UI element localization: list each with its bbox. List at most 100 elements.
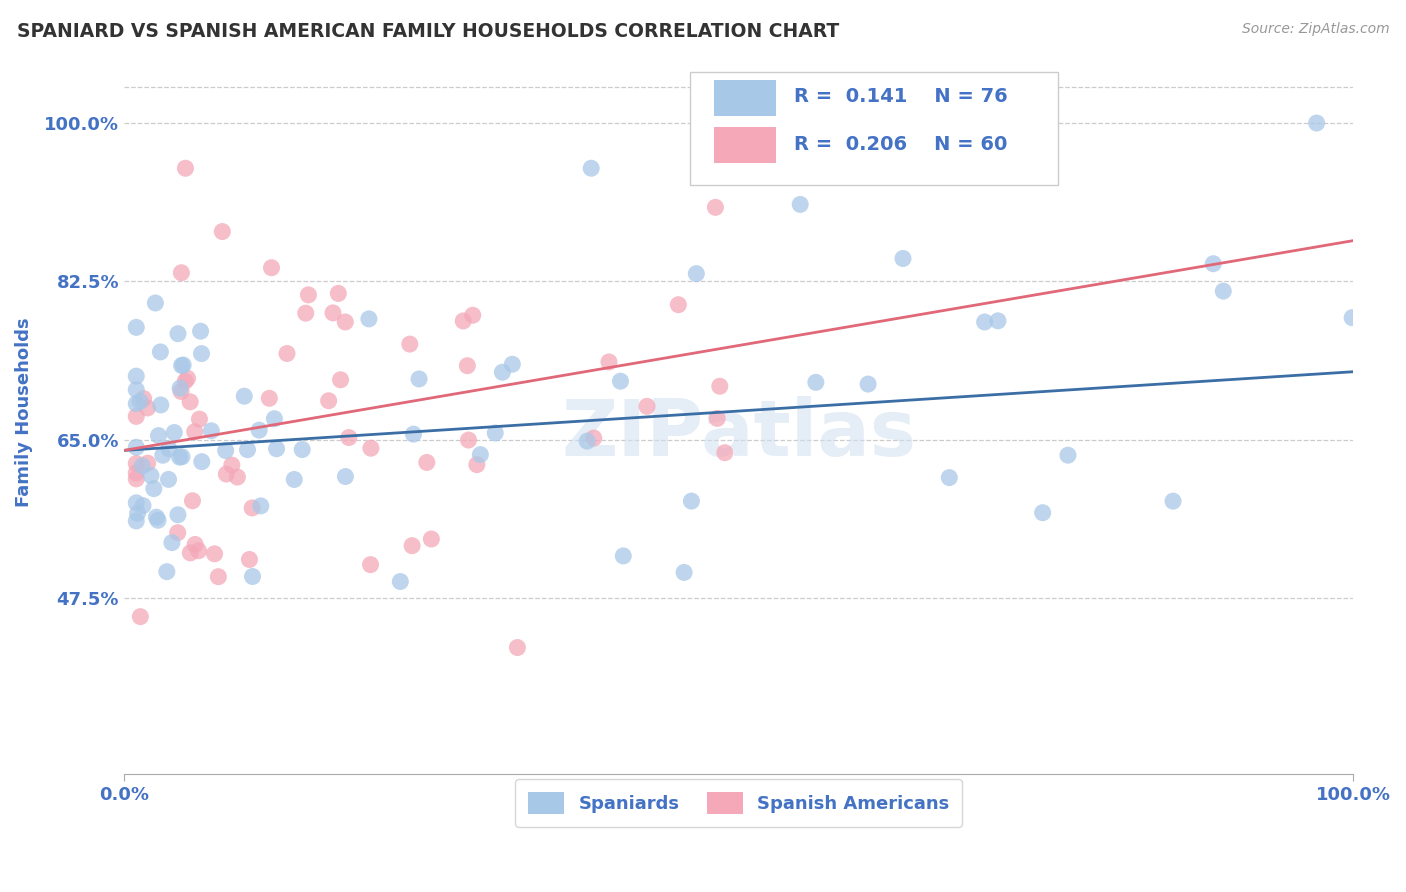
Point [226, 470, 249, 484]
Point [236, 442, 259, 457]
Point [188, 412, 211, 426]
Point [856, 377, 879, 392]
Point [157, 442, 180, 456]
Point [456, 359, 478, 373]
Point [125, 440, 148, 454]
Point [170, 384, 193, 399]
Point [408, 372, 430, 386]
Point [167, 326, 190, 341]
Point [125, 472, 148, 486]
Point [139, 468, 162, 483]
Point [294, 306, 316, 320]
Point [240, 500, 263, 515]
Point [125, 514, 148, 528]
Point [247, 423, 270, 437]
Point [609, 374, 631, 388]
Point [125, 383, 148, 397]
Point [125, 369, 148, 384]
Point [714, 446, 737, 460]
Point [461, 308, 484, 322]
Point [938, 470, 960, 484]
Point [142, 482, 165, 496]
Point [179, 546, 201, 560]
Point [152, 448, 174, 462]
Point [576, 434, 599, 448]
Point [207, 570, 229, 584]
Point [170, 450, 193, 464]
Point [501, 357, 523, 371]
Point [190, 346, 212, 360]
Point [973, 315, 995, 329]
Point [579, 161, 602, 176]
Point [297, 288, 319, 302]
Legend: Spaniards, Spanish Americans: Spaniards, Spanish Americans [516, 780, 962, 827]
Point [1057, 448, 1080, 462]
Text: R =  0.141    N = 76: R = 0.141 N = 76 [794, 87, 1008, 106]
Point [276, 346, 298, 360]
Point [987, 314, 1010, 328]
Point [129, 609, 152, 624]
Point [335, 469, 357, 483]
Point [125, 496, 148, 510]
Point [260, 260, 283, 275]
Point [166, 525, 188, 540]
Point [598, 355, 620, 369]
Point [129, 394, 152, 409]
Y-axis label: Family Households: Family Households [15, 318, 32, 508]
Point [125, 397, 148, 411]
Point [891, 252, 914, 266]
Point [337, 431, 360, 445]
Point [211, 225, 233, 239]
Point [1305, 116, 1327, 130]
Point [709, 379, 731, 393]
Point [1212, 284, 1234, 298]
Point [167, 508, 190, 522]
Point [136, 456, 159, 470]
Point [249, 499, 271, 513]
Point [484, 425, 506, 440]
Point [398, 337, 420, 351]
Point [1341, 310, 1364, 325]
Point [145, 296, 167, 310]
Point [266, 442, 288, 456]
Point [420, 532, 443, 546]
Point [146, 513, 169, 527]
Point [204, 547, 226, 561]
Point [457, 433, 479, 447]
Point [131, 458, 153, 473]
Point [191, 455, 214, 469]
Point [666, 298, 689, 312]
Point [283, 473, 305, 487]
Point [491, 365, 513, 379]
Point [451, 314, 474, 328]
Point [125, 457, 148, 471]
Point [181, 493, 204, 508]
Point [582, 431, 605, 445]
Point [190, 324, 212, 338]
Point [172, 358, 194, 372]
FancyBboxPatch shape [714, 79, 776, 116]
Text: ZIPatlas: ZIPatlas [561, 396, 917, 472]
Point [125, 320, 148, 334]
Point [200, 424, 222, 438]
Point [357, 311, 380, 326]
Point [233, 389, 256, 403]
Point [132, 499, 155, 513]
Point [291, 442, 314, 457]
FancyBboxPatch shape [714, 127, 776, 163]
Point [215, 467, 238, 481]
Point [221, 458, 243, 472]
Point [416, 455, 439, 469]
Point [389, 574, 412, 589]
Point [132, 392, 155, 406]
Point [170, 266, 193, 280]
Text: R =  0.206    N = 60: R = 0.206 N = 60 [794, 136, 1008, 154]
Point [157, 472, 180, 486]
Point [636, 400, 658, 414]
Point [174, 161, 197, 176]
Point [187, 543, 209, 558]
Point [242, 569, 264, 583]
Point [470, 448, 492, 462]
Point [685, 267, 707, 281]
Point [1202, 257, 1225, 271]
